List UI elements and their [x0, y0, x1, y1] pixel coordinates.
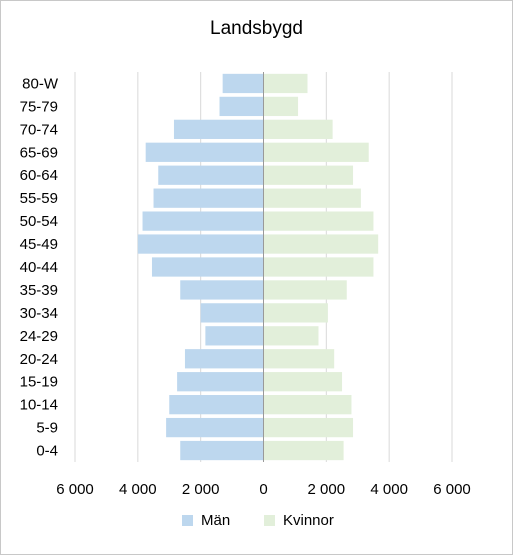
- y-tick-label: 30-34: [20, 305, 58, 322]
- legend-label-kvinnor: Kvinnor: [283, 512, 334, 529]
- bar-kvinnor-80-W: [263, 73, 308, 94]
- bar-man-24-29: [205, 326, 264, 346]
- bar-man-0-4: [180, 440, 264, 461]
- bar-man-80-W: [222, 73, 264, 94]
- chart-title: Landsbygd: [210, 18, 303, 39]
- x-tick-label: 4 000: [370, 481, 408, 498]
- y-tick-label: 10-14: [20, 397, 58, 414]
- bar-kvinnor-35-39: [263, 280, 347, 300]
- y-tick-label: 24-29: [20, 328, 58, 345]
- x-tick-label: 6 000: [56, 481, 94, 498]
- legend: Män Kvinnor: [0, 512, 513, 534]
- y-tick-label: 35-39: [20, 282, 58, 299]
- y-tick-label: 45-49: [20, 236, 58, 253]
- x-tick-label: 6 000: [433, 481, 471, 498]
- bar-kvinnor-70-74: [263, 119, 333, 139]
- legend-item-man: Män: [182, 512, 230, 529]
- y-tick-label: 15-19: [20, 374, 58, 391]
- y-tick-label: 55-59: [20, 190, 58, 207]
- bar-man-60-64: [158, 165, 264, 185]
- bar-kvinnor-20-24: [263, 349, 335, 369]
- bar-kvinnor-0-4: [263, 440, 344, 461]
- y-tick-label: 70-74: [20, 121, 58, 138]
- bar-man-15-19: [177, 372, 264, 392]
- bar-kvinnor-50-54: [263, 211, 374, 231]
- bar-kvinnor-55-59: [263, 188, 361, 208]
- bar-kvinnor-40-44: [263, 257, 374, 277]
- legend-swatch-man: [182, 515, 193, 526]
- bar-kvinnor-10-14: [263, 395, 352, 415]
- x-tick-label: 2 000: [308, 481, 346, 498]
- bar-kvinnor-30-34: [263, 303, 328, 323]
- bar-man-40-44: [151, 257, 264, 277]
- legend-swatch-kvinnor: [264, 515, 275, 526]
- bar-man-20-24: [184, 349, 264, 369]
- bar-man-30-34: [200, 303, 264, 323]
- y-tick-label: 80-W: [22, 75, 59, 92]
- y-tick-label: 5-9: [36, 420, 58, 437]
- y-tick-label: 75-79: [20, 98, 58, 115]
- bar-kvinnor-5-9: [263, 417, 354, 438]
- bar-man-55-59: [153, 188, 264, 208]
- bar-kvinnor-65-69: [263, 142, 369, 162]
- y-tick-label: 20-24: [20, 351, 58, 368]
- bar-man-45-49: [137, 234, 264, 254]
- bar-man-35-39: [180, 280, 264, 300]
- legend-label-man: Män: [201, 512, 231, 529]
- x-tick-label: 4 000: [119, 481, 157, 498]
- y-tick-label: 0-4: [36, 443, 58, 460]
- bar-man-50-54: [142, 211, 264, 231]
- bar-man-70-74: [173, 119, 264, 139]
- y-tick-label: 65-69: [20, 144, 58, 161]
- y-tick-label: 50-54: [20, 213, 58, 230]
- bar-man-75-79: [219, 96, 264, 117]
- y-tick-label: 40-44: [20, 259, 58, 276]
- x-tick-label: 0: [259, 481, 267, 498]
- bar-man-10-14: [169, 395, 264, 415]
- bar-kvinnor-75-79: [263, 96, 299, 117]
- x-tick-label: 2 000: [182, 481, 220, 498]
- legend-item-kvinnor: Kvinnor: [264, 512, 334, 529]
- bar-man-65-69: [145, 142, 264, 162]
- bar-kvinnor-15-19: [263, 372, 343, 392]
- bar-man-5-9: [166, 417, 264, 438]
- bar-kvinnor-24-29: [263, 326, 319, 346]
- bar-kvinnor-60-64: [263, 165, 354, 185]
- bar-kvinnor-45-49: [263, 234, 379, 254]
- y-tick-label: 60-64: [20, 167, 58, 184]
